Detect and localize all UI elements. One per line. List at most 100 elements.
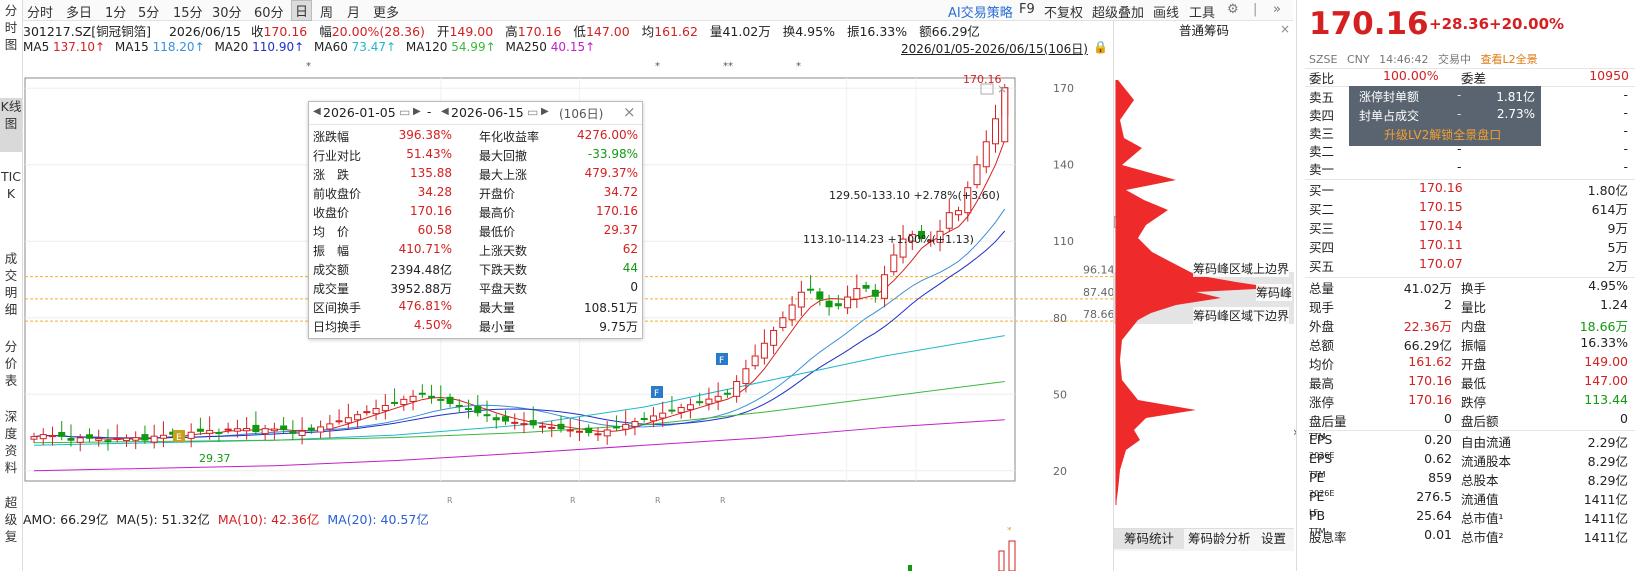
nav-depth[interactable]: 深度资料 [4, 409, 18, 475]
candle-body [243, 427, 251, 432]
draw-line-button[interactable]: 画线 [1153, 6, 1180, 21]
stat-value: 4.95% [1588, 278, 1628, 293]
collapse-icon[interactable]: | [1253, 2, 1258, 17]
ratio-value: 2.73% [1496, 107, 1535, 121]
prev-end-icon[interactable]: ◀ [441, 106, 449, 117]
buy-row[interactable]: 买三 170.14 9万 [1297, 218, 1635, 237]
left-nav: 分时图 K线图 TICK 成交明细 分价表 深度资料 超级复 [0, 0, 23, 571]
popup-label: 下跌天数 [479, 263, 528, 277]
nav-super[interactable]: 超级复 [4, 495, 18, 544]
period-multiday[interactable]: 多日 [66, 6, 93, 21]
nav-fenshi[interactable]: 分时图 [4, 3, 18, 52]
ma15-value: 118.20↑ [152, 40, 205, 54]
upgrade-link[interactable]: 升级LV2解锁全景盘口 [1384, 128, 1502, 142]
nav-tick[interactable]: TICK [0, 169, 22, 201]
ma250-value: 40.15↑ [550, 40, 596, 54]
candle-body [733, 381, 741, 397]
tab-chip-stats[interactable]: 筹码统计 [1114, 529, 1184, 549]
sell-vol: - [1623, 141, 1628, 156]
candle-body [428, 395, 436, 398]
restore-icon [980, 83, 994, 95]
ma120-value: 54.99↑ [451, 40, 496, 54]
prev-start-icon[interactable]: ◀ [313, 106, 321, 117]
low-label: 低 [573, 24, 586, 39]
buy-row[interactable]: 买四 170.11 5万 [1297, 237, 1635, 256]
candle-body [409, 395, 417, 402]
buy-price: 170.14 [1419, 218, 1463, 233]
change-value: 20.00%(28.36) [331, 24, 425, 39]
popup-label: 最大回撤 [479, 149, 528, 163]
candle-body [391, 401, 399, 404]
popup-label: 收盘价 [313, 206, 350, 220]
period-week[interactable]: 周 [320, 6, 334, 21]
star-mark: * [306, 61, 311, 72]
fin-value: 1411亿 [1583, 511, 1628, 526]
buy-row[interactable]: 买五 170.07 2万 [1297, 256, 1635, 275]
avg-label: 均 [641, 24, 655, 39]
period-5min[interactable]: 5分 [138, 6, 160, 21]
close-icon[interactable]: × [623, 103, 636, 121]
stat-row: 均价 161.62 开盘 149.00 [1297, 354, 1635, 373]
no-adjust-button[interactable]: 不复权 [1044, 6, 1084, 21]
candle-body [326, 423, 334, 430]
amo-chart: * [908, 527, 1016, 571]
calendar-icon[interactable]: ▭ [399, 105, 411, 119]
popup-value: 476.81% [398, 299, 452, 313]
period-30min[interactable]: 30分 [212, 6, 242, 21]
tab-chip-age[interactable]: 筹码龄分析 [1188, 531, 1251, 546]
nav-price-table[interactable]: 分价表 [4, 339, 18, 388]
fin-value: 276.5 [1416, 489, 1452, 504]
popup-value: 2394.48亿 [390, 263, 452, 277]
popup-value: 396.38% [398, 128, 452, 142]
candle-body [992, 118, 1000, 145]
period-more[interactable]: 更多 [373, 6, 400, 21]
popup-row: 行业对比 51.43% 最大回撤 -33.98% [309, 147, 642, 166]
calendar-icon-2[interactable]: ▭ [527, 105, 539, 119]
next-end-icon[interactable]: ▶ [541, 106, 549, 117]
popup-row: 收盘价 170.16 最高价 170.16 [309, 204, 642, 223]
nav-kline[interactable]: K线图 [0, 98, 22, 152]
y-tick-label: 140 [1053, 159, 1074, 172]
period-15min[interactable]: 15分 [173, 6, 203, 21]
buy-vol: 5万 [1607, 240, 1628, 255]
range-label[interactable]: 2026/01/05-2026/06/15(106日) [901, 42, 1088, 56]
amo-bar-last [1008, 540, 1016, 571]
stat-value: 22.36万 [1403, 319, 1452, 334]
buy-row[interactable]: 买二 170.15 614万 [1297, 199, 1635, 218]
buy-row[interactable]: 买一 170.16 1.80亿 [1297, 180, 1635, 199]
period-1min[interactable]: 1分 [105, 6, 127, 21]
stat-value: 0 [1620, 411, 1628, 426]
stat-value: 0 [1444, 411, 1452, 426]
popup-start-date[interactable]: 2026-01-05 [323, 105, 396, 120]
next-start-icon[interactable]: ▶ [413, 106, 421, 117]
popup-end-date[interactable]: 2026-06-15 [451, 105, 524, 120]
dist-title: 普通筹码 [1178, 23, 1229, 38]
stat-label: 涨停 [1309, 395, 1335, 410]
gear-icon[interactable]: ⚙ [1227, 2, 1239, 17]
popup-value: 62 [622, 242, 638, 256]
dist-tabs: 筹码统计 筹码龄分析 设置 [1114, 528, 1294, 551]
close-value: 170.16 [263, 24, 308, 39]
tools-button[interactable]: 工具 [1189, 6, 1216, 21]
tab-settings[interactable]: 设置 [1261, 531, 1287, 546]
super-overlay-button[interactable]: 超级叠加 [1092, 6, 1145, 21]
double-chevron-right-icon[interactable]: » [1273, 2, 1281, 17]
period-month[interactable]: 月 [347, 6, 361, 21]
candle-body [363, 411, 371, 414]
sell-row[interactable]: 卖一 - - [1297, 159, 1635, 178]
nav-detail[interactable]: 成交明细 [4, 251, 18, 317]
weicha-value: 10950 [1589, 68, 1629, 83]
period-day[interactable]: 日 [291, 0, 313, 21]
ai-strategy-link[interactable]: AI交易策略 [948, 6, 1013, 21]
sell-row[interactable]: 卖二 - - [1297, 141, 1635, 160]
dist-close-icon[interactable]: × [1280, 22, 1291, 36]
period-fenshi[interactable]: 分时 [27, 6, 54, 21]
stat-value: 149.00 [1584, 354, 1628, 369]
l2-link[interactable]: 查看L2全景 [1480, 53, 1538, 66]
lock-icon[interactable]: 🔒 [1093, 40, 1108, 54]
candle-body [520, 423, 528, 426]
chip-distribution [1116, 80, 1276, 505]
f9-button[interactable]: F9 [1019, 2, 1035, 17]
candle-body [39, 434, 47, 440]
period-60min[interactable]: 60分 [254, 6, 284, 21]
